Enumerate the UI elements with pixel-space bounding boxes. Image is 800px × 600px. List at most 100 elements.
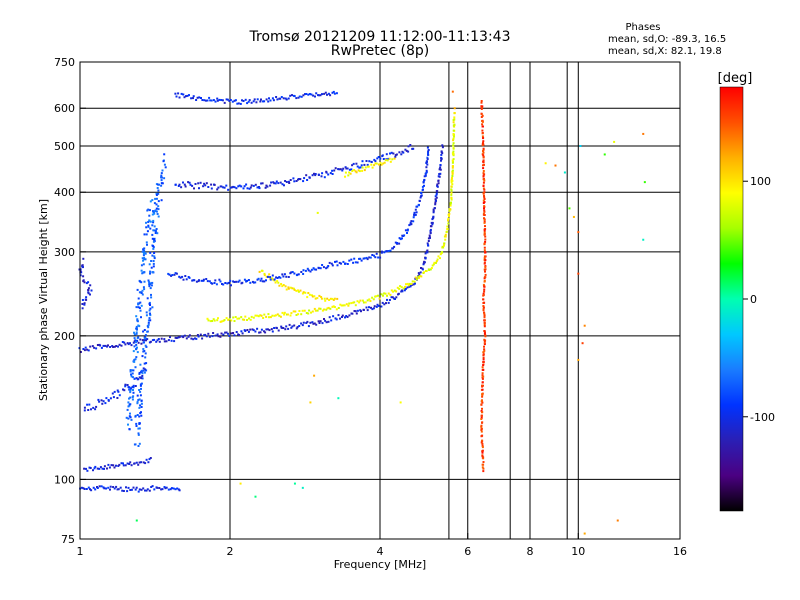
x-tick-label: 8 [527,545,534,558]
data-point [417,275,420,278]
data-point [278,284,281,287]
data-point [156,339,159,342]
data-point [113,345,116,348]
data-point [173,273,176,276]
data-point [170,487,173,490]
data-point [481,377,484,380]
data-point [382,294,384,297]
data-point [160,184,163,187]
data-point [100,485,103,488]
data-point [141,272,144,275]
data-point [230,284,232,287]
data-point [236,317,239,320]
data-point [291,287,294,290]
data-point [227,281,230,284]
data-point [82,487,85,490]
data-point [174,183,177,186]
data-point [344,171,347,174]
data-point [215,283,218,286]
data-point [310,294,313,297]
data-point [107,463,110,466]
data-point [228,100,231,102]
data-point [223,101,226,104]
data-point [137,306,140,309]
data-point [82,348,85,350]
data-point [365,306,368,309]
data-point [169,336,171,339]
data-point [450,193,453,196]
data-point [147,321,150,324]
data-point [97,398,100,401]
data-point [243,318,246,321]
data-point [343,304,346,307]
data-point [482,174,485,177]
data-point [406,232,408,234]
data-point [82,275,85,278]
data-point [240,316,243,319]
data-point [426,146,429,149]
data-point [117,488,120,491]
data-point [133,462,136,465]
data-point [155,207,158,210]
data-point [220,320,223,323]
data-point [254,330,257,333]
data-point [216,99,219,102]
data-point [133,337,136,340]
data-point [482,170,485,172]
data-point [98,400,101,403]
data-point [251,328,254,331]
x-axis-label: Frequency [MHz] [334,558,426,571]
data-point [358,257,361,260]
data-point [481,123,484,126]
data-point [167,339,170,342]
data-point [298,95,301,98]
data-point [153,338,156,341]
data-point [352,162,355,165]
data-point [314,309,317,312]
data-point [480,101,483,104]
data-point [480,416,483,419]
data-point [344,175,346,178]
data-point [304,291,307,294]
data-point [439,257,441,260]
data-point [483,246,486,249]
data-point [99,344,102,347]
data-point [321,172,324,175]
data-point [106,345,108,348]
data-point [188,334,191,337]
data-point [407,145,410,148]
data-point [135,325,138,328]
data-point [483,257,486,260]
data-point [256,186,259,189]
data-point [300,322,303,325]
data-point [259,100,262,103]
data-point [127,343,130,346]
data-point [440,251,443,254]
data-point [85,296,88,299]
data-point [92,469,94,472]
data-point [398,237,401,240]
data-point [290,271,293,274]
data-point [284,180,287,182]
data-point [138,422,141,425]
data-point [311,295,314,298]
data-point [577,272,580,275]
data-point [338,261,341,264]
data-point [196,334,199,336]
data-point [437,182,440,185]
data-point [302,291,305,294]
data-point [85,298,88,301]
data-point [273,314,276,317]
data-point [135,306,138,309]
data-point [316,211,319,214]
data-point [451,159,454,162]
data-point [247,100,250,103]
data-point [140,414,143,417]
data-point [135,341,137,344]
data-point [482,307,485,310]
data-point [483,163,485,166]
data-point [214,334,217,337]
data-point [371,308,374,311]
data-point [236,102,239,105]
